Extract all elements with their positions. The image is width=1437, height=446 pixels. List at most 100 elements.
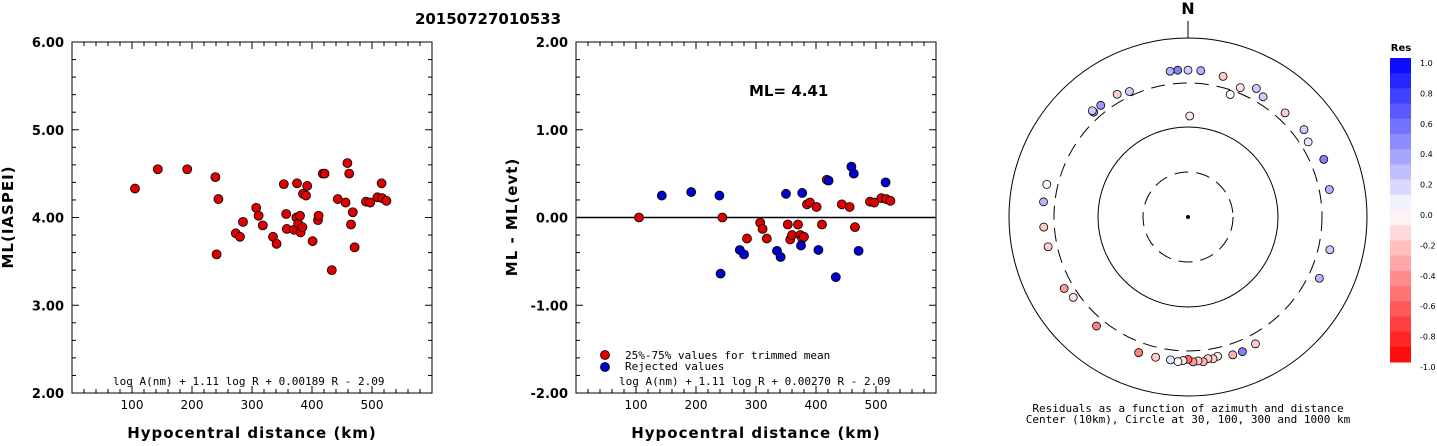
p1-ytick-label: 5.00 [32, 124, 64, 139]
colorbar-tick-label: -0.6 [1420, 302, 1436, 311]
polar-station-point [1280, 108, 1290, 118]
p1-data-point [347, 207, 358, 218]
p1-ytick-label: 4.00 [32, 212, 64, 227]
p2-data-point [811, 202, 822, 212]
polar-station-point [1039, 222, 1049, 232]
p2-data-point [686, 187, 697, 197]
panel2-ticks: 100 200 300 400 500 -2.00 -1.00 0.00 1.00 2.00 [531, 36, 936, 412]
polar-station-point [1185, 111, 1195, 121]
p2-data-point [757, 224, 768, 234]
panel2-formula: log A(nm) + 1.11 log R + 0.00270 R - 2.0… [619, 375, 891, 388]
colorbar-swatch [1390, 316, 1411, 333]
panel2-ylabel: ML - ML(evt) [503, 158, 521, 276]
polar-station-point [1042, 179, 1052, 189]
polar-station-point [1166, 355, 1175, 365]
p2-data-point [813, 245, 824, 255]
colorbar-tick-label: -1.0 [1420, 363, 1436, 372]
p2-data-point [844, 202, 855, 212]
p2-data-point [880, 177, 891, 188]
polar-station-point [1196, 66, 1206, 76]
colorbar-swatch [1390, 73, 1411, 89]
p1-data-point [271, 238, 282, 249]
p2-data-point [848, 168, 859, 179]
p1-data-point [213, 194, 224, 204]
p1-data-point [130, 183, 140, 194]
polar-station-point [1173, 65, 1183, 75]
colorbar-swatch [1390, 255, 1411, 272]
p1-data-point [295, 210, 305, 221]
legend-label-trimmed: 25%-75% values for trimmed mean [625, 349, 830, 362]
p2-data-point [781, 188, 791, 199]
polar-station-point [1068, 292, 1078, 302]
colorbar-swatch [1390, 194, 1411, 211]
p1-data-point [342, 158, 353, 168]
p1-data-point [326, 265, 337, 276]
p1-data-point [313, 210, 324, 221]
p1-data-point [365, 197, 376, 208]
colorbar-swatch [1390, 164, 1411, 181]
panel-ml-residual: 100 200 300 400 500 -2.00 -1.00 0.00 1.00 2.00 Hy… [503, 36, 937, 442]
polar-station-points [1039, 65, 1335, 367]
panel1-xlabel: Hypocentral distance (km) [127, 424, 377, 441]
p2-data-point [717, 212, 728, 223]
colorbar-swatch [1390, 301, 1411, 317]
panel1-frame [71, 41, 433, 394]
p1-data-point [381, 195, 392, 206]
p2-data-point [761, 233, 772, 244]
legend-marker-trimmed [600, 350, 610, 360]
colorbar-swatch [1390, 149, 1411, 165]
colorbar-swatch [1390, 179, 1411, 196]
colorbar-swatch [1390, 346, 1411, 363]
polar-station-point [1251, 339, 1260, 349]
polar-station-point [1235, 83, 1245, 93]
p2-data-point [853, 245, 864, 256]
p1-data-point [257, 220, 268, 231]
p2-data-point [799, 231, 809, 242]
p1-ytick-label: 6.00 [32, 36, 64, 51]
p1-data-point [281, 209, 292, 219]
p2-data-point [850, 222, 860, 233]
p1-data-point [278, 179, 289, 190]
p1-data-point [152, 164, 163, 175]
p2-data-point [782, 219, 793, 230]
p2-xtick-label: 300 [745, 398, 768, 412]
panel2-points [634, 161, 896, 283]
p1-ytick-label: 2.00 [32, 387, 64, 402]
p1-ytick-label: 3.00 [32, 299, 64, 314]
colorbar-tick-label: -0.2 [1420, 241, 1436, 250]
panel1-ticks: 100 200 300 400 500 2.00 3.00 4.00 5.00 6.00 [32, 36, 432, 412]
polar-station-point [1165, 66, 1175, 76]
panel1-ylabel: ML(IASPEI) [0, 165, 17, 268]
p2-ytick-label: 0.00 [536, 212, 568, 227]
colorbar-tick-label: 0.0 [1420, 211, 1433, 220]
panel2-xlabel: Hypocentral distance (km) [631, 424, 881, 441]
polar-station-point [1314, 273, 1324, 283]
p2-data-point [793, 219, 803, 230]
polar-station-point [1039, 197, 1048, 207]
p1-data-point [346, 219, 356, 230]
p2-ytick-label: 1.00 [536, 124, 568, 139]
polar-station-point [1151, 352, 1161, 362]
polar-station-point [1112, 89, 1122, 99]
colorbar-swatch [1390, 210, 1411, 226]
p1-xtick-label: 500 [361, 398, 384, 412]
ring-outer-1000km [1008, 37, 1368, 397]
polar-station-point [1303, 137, 1313, 147]
colorbar-tick-label: 0.8 [1420, 89, 1433, 98]
p1-data-point [319, 168, 330, 179]
ring-100km [1097, 126, 1279, 308]
polar-station-point [1319, 154, 1329, 164]
colorbar-swatch [1390, 118, 1411, 135]
polar-station-point [1325, 245, 1335, 255]
colorbar-swatch [1390, 286, 1411, 302]
p2-data-point [787, 230, 797, 240]
p1-xtick-label: 100 [121, 398, 144, 412]
p2-xtick-label: 500 [865, 398, 888, 412]
p1-data-point [182, 164, 193, 175]
p1-data-point [307, 236, 318, 247]
p1-data-point [302, 181, 313, 191]
p2-data-point [817, 219, 827, 230]
polar-station-point [1251, 84, 1261, 93]
colorbar-swatch [1390, 88, 1411, 105]
